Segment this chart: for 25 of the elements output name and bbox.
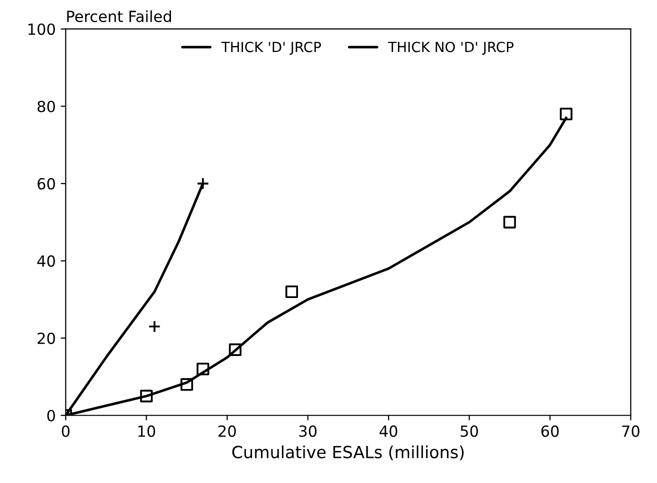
legend-label: THICK 'D' JRCP (221, 42, 321, 55)
y-axis-title: Percent Failed (67, 10, 171, 22)
point (180, 378, 194, 391)
y-tick-label: 40 (37, 255, 55, 267)
point (503, 216, 516, 228)
y-tick-label: 60 (38, 178, 55, 190)
point (140, 390, 153, 402)
x-tick-label: 0 (62, 425, 70, 437)
y-tick-label: 80 (38, 100, 55, 112)
x-tick-label: 20 (218, 425, 236, 437)
x-tick-label: 30 (299, 425, 317, 437)
y-tick-label: 0 (47, 410, 55, 422)
x-tick-label: 60 (541, 425, 559, 437)
x-axis-title: Cumulative ESALs (millions) (232, 445, 464, 460)
y-tick-label: 20 (38, 332, 55, 344)
x-tick-label: 70 (622, 425, 640, 437)
x-tick-label: 10 (138, 425, 156, 437)
point (285, 285, 298, 298)
point (560, 108, 572, 120)
y-tick-label: 100 (28, 23, 55, 35)
point (196, 362, 210, 376)
x-tick-label: 50 (460, 425, 478, 437)
point (228, 343, 242, 356)
legend-label: THICK NO 'D' JRCP (388, 42, 514, 55)
x-tick-label: 40 (380, 425, 398, 437)
